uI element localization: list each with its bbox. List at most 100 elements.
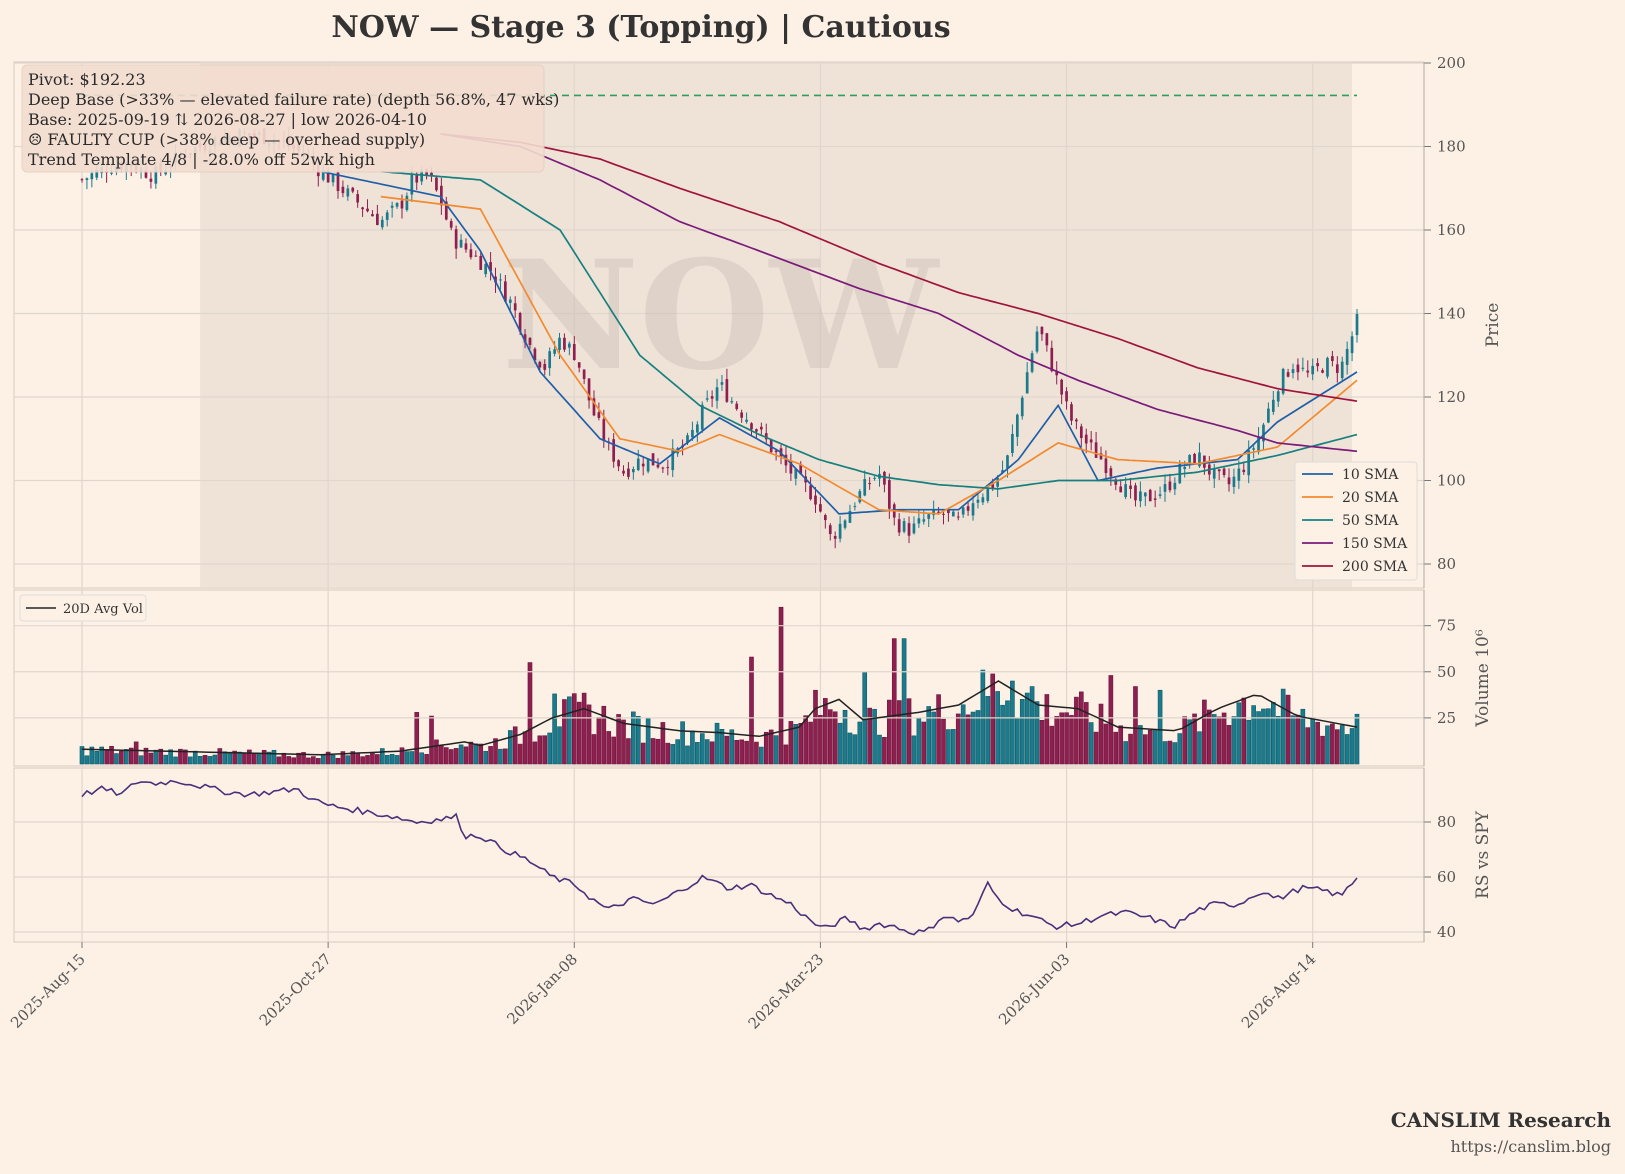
candle-body: [80, 179, 84, 181]
volume-bar: [1010, 680, 1015, 765]
volume-bar: [1320, 735, 1325, 765]
volume-bar: [394, 755, 400, 765]
candle-body: [917, 518, 921, 524]
volume-bar: [749, 656, 754, 765]
candle-body: [686, 435, 689, 444]
volume-bar: [399, 747, 405, 765]
volume-bar: [360, 756, 365, 765]
candle-body: [1291, 369, 1295, 374]
watermark: NOW: [502, 228, 941, 404]
candle-body: [400, 200, 404, 209]
sma-legend-box: [1294, 461, 1418, 581]
legend-label: 50 SMA: [1342, 513, 1399, 529]
volume-bar: [882, 737, 887, 765]
volume-bar: [89, 746, 95, 765]
candle-body: [1316, 363, 1319, 367]
candle-body: [95, 169, 99, 178]
volume-bar: [960, 704, 966, 765]
candle-body: [110, 172, 113, 174]
candle-body: [1331, 356, 1334, 362]
volume-bar: [803, 715, 808, 765]
candle-body: [1119, 486, 1123, 493]
volume-bar: [1034, 701, 1040, 765]
candle-body: [331, 173, 335, 183]
volume-bar: [571, 693, 577, 765]
info-line: Trend Template 4/8 | -28.0% off 52wk hig…: [28, 150, 375, 169]
volume-bar: [921, 721, 927, 765]
volume-bar: [808, 721, 813, 765]
volume-bar: [1192, 713, 1197, 765]
candle-body: [784, 454, 788, 466]
volume-bar: [153, 749, 159, 765]
volume-bar: [1216, 716, 1222, 765]
volume-bar: [503, 748, 508, 765]
volume-bar: [611, 736, 616, 765]
candle-body: [1188, 454, 1191, 464]
volume-bar: [222, 751, 228, 765]
volume-bar: [281, 752, 287, 765]
volume-bar: [842, 709, 848, 765]
candle-body: [947, 510, 950, 514]
candle-body: [1168, 481, 1172, 491]
volume-bar: [350, 751, 356, 765]
volume-bar: [724, 735, 730, 765]
candle-body: [1020, 397, 1024, 417]
volume-bar: [734, 740, 740, 765]
volume-bar: [985, 696, 991, 765]
x-tick-label: 2025-Aug-15: [7, 950, 89, 1032]
volume-bar: [1152, 729, 1158, 765]
x-tick-label: 2026-Aug-14: [1238, 950, 1320, 1032]
rs-line: [81, 779, 1358, 936]
candle-body: [582, 369, 586, 379]
volume-bar: [370, 751, 375, 765]
sma-line-150sma: [440, 133, 1358, 453]
candle-body: [745, 419, 748, 422]
volume-bar: [1295, 714, 1301, 765]
candle-body: [410, 174, 414, 195]
volume-bar: [675, 739, 680, 765]
volume-bar: [759, 746, 764, 765]
candle-body: [627, 468, 630, 477]
candle-body: [149, 178, 153, 182]
volume-bar: [227, 751, 232, 765]
candle-body: [868, 483, 871, 485]
volume-bar: [178, 748, 183, 765]
volume-bar: [537, 735, 543, 765]
volume-bar: [261, 750, 267, 765]
candle-body: [612, 439, 616, 462]
volume-bar: [1334, 729, 1340, 765]
volume-bar: [1310, 717, 1316, 765]
volume-bar: [557, 726, 562, 765]
candle-body: [1045, 333, 1049, 346]
volume-bar: [1211, 714, 1217, 765]
candle-body: [1296, 364, 1300, 373]
candle-body: [1193, 453, 1196, 464]
candle-body: [1104, 458, 1108, 474]
volume-bar: [823, 698, 828, 765]
candle-body: [1025, 372, 1029, 394]
volume-bar: [419, 752, 424, 765]
volume-bar: [1000, 704, 1005, 765]
volume-tick-label: 75: [1437, 617, 1456, 635]
candle-body: [356, 194, 360, 203]
candle-body: [1311, 365, 1315, 375]
candle-body: [1276, 391, 1280, 402]
info-line: Base: 2025-09-19 ⇅ 2026-08-27 | low 2026…: [28, 110, 427, 129]
candle-body: [444, 201, 448, 220]
volume-bar: [665, 742, 671, 765]
volume-bar: [645, 718, 651, 765]
volume-bar: [163, 754, 168, 765]
candle-body: [1222, 468, 1226, 476]
volume-bar: [488, 746, 493, 765]
volume-bar: [1079, 691, 1084, 765]
candle-body: [1198, 452, 1201, 467]
candle-body: [843, 520, 847, 528]
candle-body: [1326, 357, 1329, 377]
legend-label: 150 SMA: [1342, 536, 1408, 552]
volume-bar: [1202, 699, 1207, 765]
volume-bar: [340, 751, 346, 765]
volume-bar: [498, 748, 503, 765]
candle-body: [1094, 442, 1098, 458]
volume-bar: [1005, 700, 1010, 765]
candle-body: [1247, 450, 1251, 476]
